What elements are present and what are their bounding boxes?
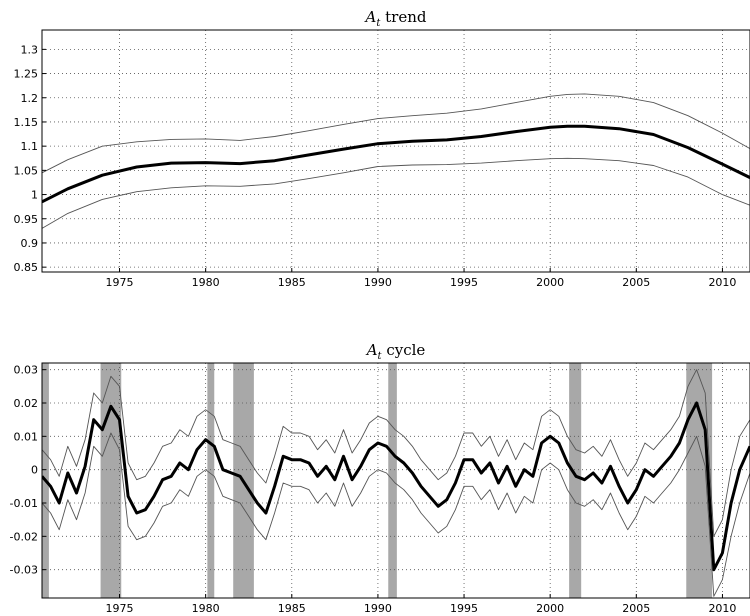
x-tick-label: 1995 bbox=[450, 276, 478, 289]
x-tick-label: 1990 bbox=[364, 276, 392, 289]
shaded-period-5 bbox=[569, 363, 582, 598]
x-tick-label: 1985 bbox=[278, 276, 306, 289]
cycle-chart: 1975 1980 1985 1990 1995 2000 2005 2010 -0.03 -0.… bbox=[10, 341, 750, 615]
chart-title: At cycle bbox=[365, 341, 426, 362]
x-tick-label: 2010 bbox=[708, 602, 736, 615]
y-tick-label: 1.2 bbox=[21, 92, 39, 105]
x-tick-label: 1995 bbox=[450, 602, 478, 615]
x-tick-label: 1975 bbox=[106, 602, 134, 615]
y-tick-label: 0.95 bbox=[14, 213, 39, 226]
y-tick-label: 1.1 bbox=[21, 140, 39, 153]
lower-band-line bbox=[42, 157, 750, 229]
y-tick-label: -0.02 bbox=[10, 530, 38, 543]
title-text: trend bbox=[380, 8, 427, 26]
y-tick-label: 1.3 bbox=[21, 43, 39, 56]
chart-title: At trend bbox=[364, 8, 427, 29]
y-tick-label: 0.01 bbox=[14, 430, 39, 443]
x-tick-label: 2005 bbox=[622, 602, 650, 615]
y-tick-label: 0 bbox=[31, 464, 38, 477]
x-tick-label: 2010 bbox=[708, 276, 736, 289]
estimate-line bbox=[42, 124, 750, 204]
shaded-period-2 bbox=[207, 363, 215, 598]
x-tick-label: 1975 bbox=[106, 276, 134, 289]
title-symbol: A bbox=[364, 8, 377, 26]
x-tick-label: 1980 bbox=[192, 276, 220, 289]
lower-band-line bbox=[42, 432, 750, 597]
x-tick-label: 2000 bbox=[536, 276, 564, 289]
x-tick-label: 1990 bbox=[364, 602, 392, 615]
axes-box bbox=[41, 362, 750, 599]
y-tick-label: 1.05 bbox=[14, 164, 39, 177]
y-tick-label: 1.15 bbox=[14, 116, 39, 129]
y-tick-label: 1 bbox=[31, 189, 38, 202]
y-tick-label: 1.25 bbox=[14, 68, 39, 81]
y-tick-label: 0.85 bbox=[14, 261, 39, 274]
upper-band-line bbox=[42, 369, 750, 537]
title-subscript: t bbox=[378, 351, 383, 362]
upper-band-line bbox=[42, 93, 750, 174]
y-tick-label: 0.9 bbox=[21, 237, 39, 250]
x-tick-label: 2000 bbox=[536, 602, 564, 615]
x-tick-label: 2005 bbox=[622, 276, 650, 289]
x-tick-label: 1980 bbox=[192, 602, 220, 615]
y-tick-label: 0.03 bbox=[14, 364, 39, 377]
estimate-line bbox=[42, 401, 750, 572]
title-text: cycle bbox=[382, 341, 426, 359]
y-tick-label: 0.02 bbox=[14, 397, 39, 410]
y-tick-label: -0.03 bbox=[10, 564, 38, 577]
title-subscript: t bbox=[376, 18, 381, 29]
trend-chart: 1975 1980 1985 1990 1995 2000 2005 2010 0.85 0.9 0… bbox=[14, 8, 750, 289]
axes-box bbox=[41, 29, 750, 273]
x-tick-label: 1985 bbox=[278, 602, 306, 615]
y-tick-label: -0.01 bbox=[10, 497, 38, 510]
title-symbol: A bbox=[365, 341, 378, 359]
